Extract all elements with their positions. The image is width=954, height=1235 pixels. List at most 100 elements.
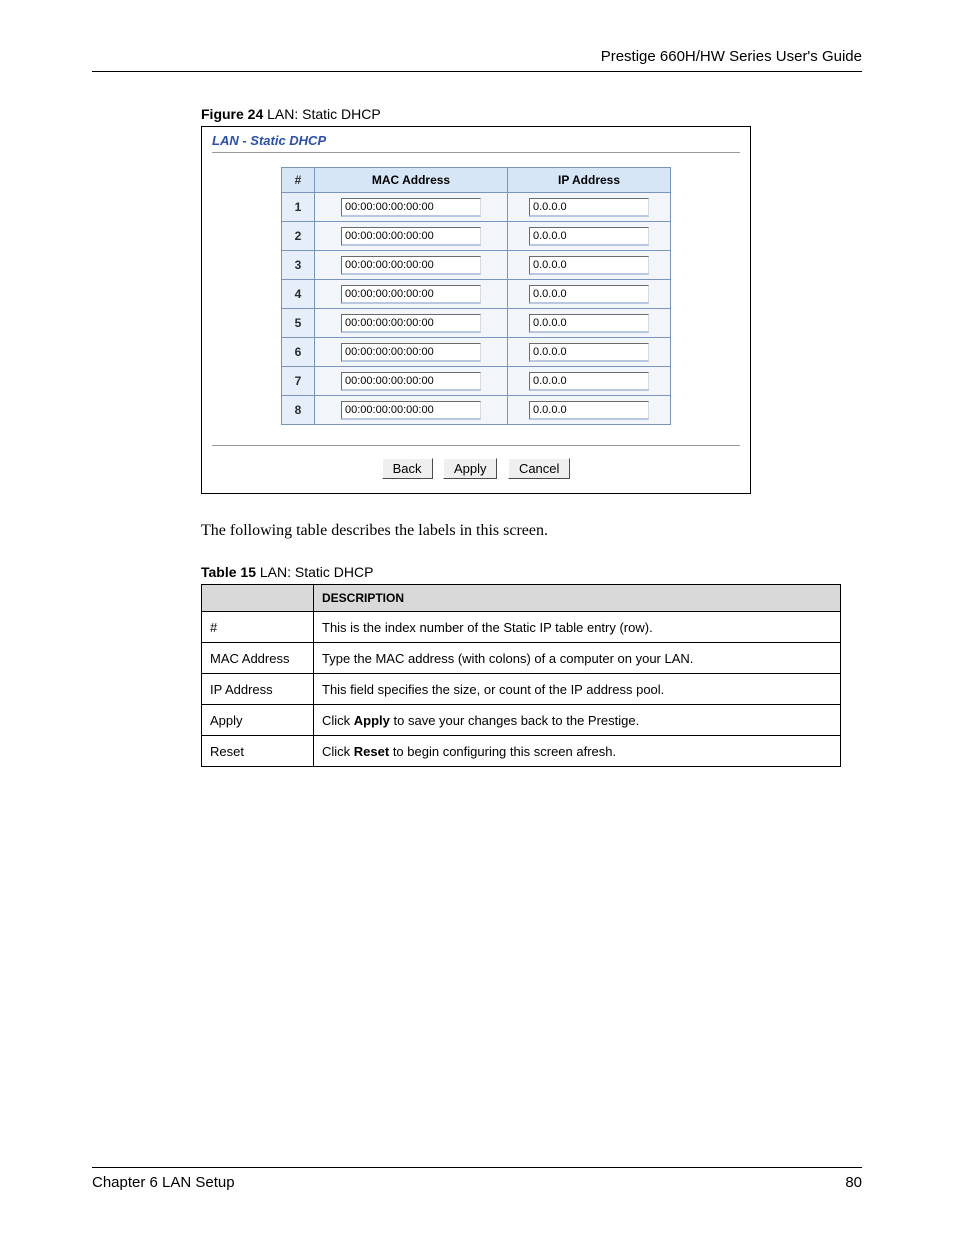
dhcp-row-index: 7 xyxy=(282,367,315,396)
ip-input[interactable] xyxy=(529,285,649,304)
dhcp-row-ip-cell xyxy=(508,338,671,367)
desc-row-label: MAC Address xyxy=(202,643,314,674)
dhcp-row-ip-cell xyxy=(508,251,671,280)
figure-box: LAN - Static DHCP # MAC Address IP Addre… xyxy=(201,126,751,494)
dhcp-row: 2 xyxy=(282,222,671,251)
desc-row-text: Click Apply to save your changes back to… xyxy=(314,705,841,736)
desc-text-post: to save your changes back to the Prestig… xyxy=(390,713,639,728)
desc-row-text: Type the MAC address (with colons) of a … xyxy=(314,643,841,674)
desc-row: IP Address This field specifies the size… xyxy=(202,674,841,705)
desc-header-row: Description xyxy=(202,585,841,612)
desc-row-text: Click Reset to begin configuring this sc… xyxy=(314,736,841,767)
mac-input[interactable] xyxy=(341,314,481,333)
dhcp-row: 6 xyxy=(282,338,671,367)
page-footer: Chapter 6 LAN Setup 80 xyxy=(92,1167,862,1191)
ip-input[interactable] xyxy=(529,314,649,333)
desc-row: MAC Address Type the MAC address (with c… xyxy=(202,643,841,674)
desc-row-label: IP Address xyxy=(202,674,314,705)
dhcp-row-index: 4 xyxy=(282,280,315,309)
dhcp-table: # MAC Address IP Address 1 2 3 4 xyxy=(281,167,671,425)
desc-row: # This is the index number of the Static… xyxy=(202,612,841,643)
figure-label-bold: Figure 24 xyxy=(201,106,263,122)
dhcp-row-mac-cell xyxy=(315,251,508,280)
dhcp-row-ip-cell xyxy=(508,193,671,222)
desc-text-pre: This field specifies the size, or count … xyxy=(322,682,664,697)
desc-row: Reset Click Reset to begin configuring t… xyxy=(202,736,841,767)
dhcp-row: 4 xyxy=(282,280,671,309)
mac-input[interactable] xyxy=(341,401,481,420)
page-header: Prestige 660H/HW Series User's Guide xyxy=(92,48,862,72)
dhcp-row-ip-cell xyxy=(508,309,671,338)
desc-header-blank xyxy=(202,585,314,612)
dhcp-row-mac-cell xyxy=(315,222,508,251)
mac-input[interactable] xyxy=(341,256,481,275)
back-button[interactable]: Back xyxy=(382,458,433,479)
dhcp-row-index: 2 xyxy=(282,222,315,251)
panel-divider-bottom xyxy=(212,445,740,446)
dhcp-row-mac-cell xyxy=(315,280,508,309)
col-header-mac: MAC Address xyxy=(315,168,508,193)
dhcp-row-ip-cell xyxy=(508,396,671,425)
dhcp-row-mac-cell xyxy=(315,309,508,338)
dhcp-row: 3 xyxy=(282,251,671,280)
mac-input[interactable] xyxy=(341,343,481,362)
desc-text-pre: Type the MAC address (with colons) of a … xyxy=(322,651,693,666)
desc-row-label: # xyxy=(202,612,314,643)
desc-row-label: Reset xyxy=(202,736,314,767)
ip-input[interactable] xyxy=(529,227,649,246)
footer-page-number: 80 xyxy=(845,1174,862,1191)
ip-input[interactable] xyxy=(529,343,649,362)
dhcp-row-index: 5 xyxy=(282,309,315,338)
ip-input[interactable] xyxy=(529,372,649,391)
ip-input[interactable] xyxy=(529,198,649,217)
dhcp-row-ip-cell xyxy=(508,280,671,309)
desc-row-text: This is the index number of the Static I… xyxy=(314,612,841,643)
desc-text-pre: Click xyxy=(322,713,354,728)
mac-input[interactable] xyxy=(341,227,481,246)
cancel-button[interactable]: Cancel xyxy=(508,458,570,479)
dhcp-row-mac-cell xyxy=(315,396,508,425)
panel-title: LAN - Static DHCP xyxy=(212,133,740,148)
table-label-rest: LAN: Static DHCP xyxy=(256,564,373,580)
desc-row: Apply Click Apply to save your changes b… xyxy=(202,705,841,736)
dhcp-row-index: 8 xyxy=(282,396,315,425)
desc-header-description: Description xyxy=(314,585,841,612)
desc-text-pre: This is the index number of the Static I… xyxy=(322,620,653,635)
dhcp-row-ip-cell xyxy=(508,367,671,396)
panel-divider-top xyxy=(212,152,740,153)
mac-input[interactable] xyxy=(341,285,481,304)
col-header-ip: IP Address xyxy=(508,168,671,193)
dhcp-row: 8 xyxy=(282,396,671,425)
desc-text-post: to begin configuring this screen afresh. xyxy=(389,744,616,759)
ip-input[interactable] xyxy=(529,256,649,275)
table-label-bold: Table 15 xyxy=(201,564,256,580)
description-table: Description # This is the index number o… xyxy=(201,584,841,767)
button-row: Back Apply Cancel xyxy=(212,458,740,479)
figure-caption: Figure 24 LAN: Static DHCP xyxy=(201,106,862,122)
dhcp-row-index: 3 xyxy=(282,251,315,280)
desc-text-pre: Click xyxy=(322,744,354,759)
dhcp-row: 1 xyxy=(282,193,671,222)
figure-label-rest: LAN: Static DHCP xyxy=(263,106,380,122)
dhcp-row-mac-cell xyxy=(315,193,508,222)
dhcp-row: 5 xyxy=(282,309,671,338)
ip-input[interactable] xyxy=(529,401,649,420)
footer-chapter: Chapter 6 LAN Setup xyxy=(92,1174,235,1191)
table-caption: Table 15 LAN: Static DHCP xyxy=(201,564,862,580)
body-paragraph: The following table describes the labels… xyxy=(201,522,761,540)
dhcp-row-ip-cell xyxy=(508,222,671,251)
dhcp-row-mac-cell xyxy=(315,367,508,396)
desc-text-bold: Apply xyxy=(354,713,390,728)
mac-input[interactable] xyxy=(341,372,481,391)
desc-row-text: This field specifies the size, or count … xyxy=(314,674,841,705)
dhcp-row-index: 6 xyxy=(282,338,315,367)
page: Prestige 660H/HW Series User's Guide Fig… xyxy=(0,0,954,1235)
desc-row-label: Apply xyxy=(202,705,314,736)
apply-button[interactable]: Apply xyxy=(443,458,498,479)
dhcp-row-mac-cell xyxy=(315,338,508,367)
mac-input[interactable] xyxy=(341,198,481,217)
col-header-index: # xyxy=(282,168,315,193)
dhcp-row-index: 1 xyxy=(282,193,315,222)
dhcp-row: 7 xyxy=(282,367,671,396)
desc-text-bold: Reset xyxy=(354,744,389,759)
